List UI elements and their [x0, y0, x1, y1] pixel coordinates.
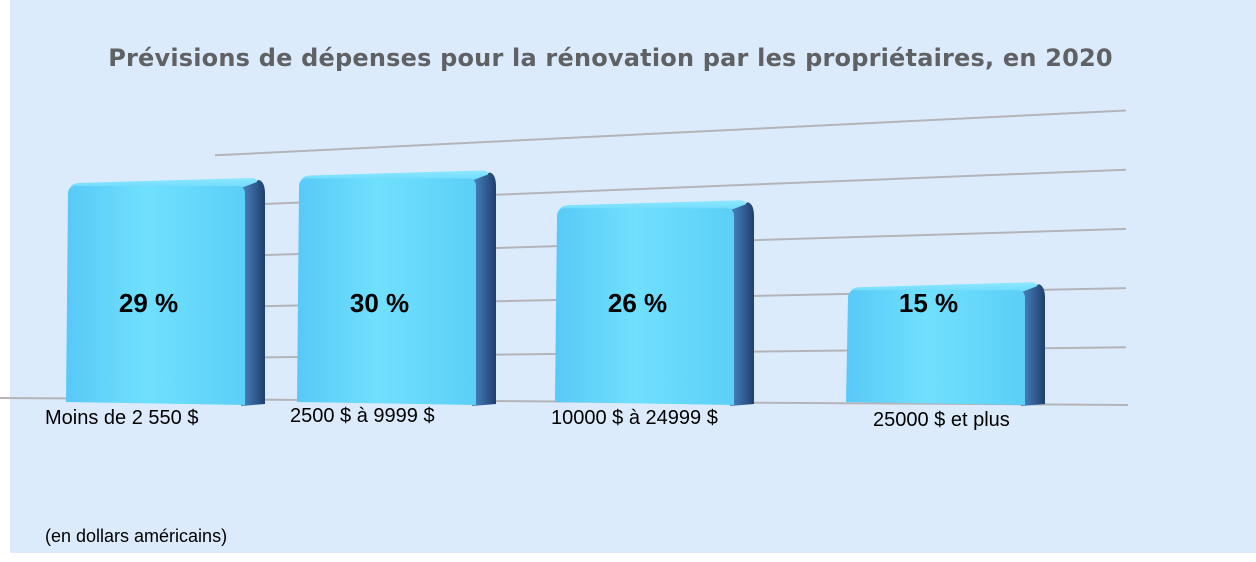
category-label: 25000 $ et plus	[873, 409, 1010, 431]
bar-front	[555, 208, 734, 405]
bar-front	[66, 185, 245, 405]
bar	[846, 282, 1045, 406]
bar	[555, 200, 754, 406]
bar-side	[730, 202, 754, 406]
data-label: 15 %	[899, 288, 958, 318]
category-label: 2500 $ à 9999 $	[290, 405, 435, 427]
chart-title: Prévisions de dépenses pour la rénovatio…	[108, 44, 1113, 72]
bar-side	[1021, 284, 1045, 406]
data-label: 26 %	[608, 288, 667, 318]
currency-note: (en dollars américains)	[45, 526, 228, 546]
bar-front	[846, 290, 1025, 405]
gridline	[214, 109, 1127, 157]
bar-front	[297, 178, 476, 405]
bars	[66, 170, 1045, 406]
bar-side	[241, 179, 265, 406]
category-label: Moins de 2 550 $	[45, 407, 199, 429]
category-label: 10000 $ à 24999 $	[551, 407, 718, 429]
bar-side	[472, 172, 496, 406]
bar	[297, 170, 496, 406]
data-label: 30 %	[350, 288, 409, 318]
data-label: 29 %	[119, 288, 178, 318]
bar	[66, 177, 265, 406]
data-labels: 29 % 30 % 26 % 15 %	[119, 288, 958, 318]
